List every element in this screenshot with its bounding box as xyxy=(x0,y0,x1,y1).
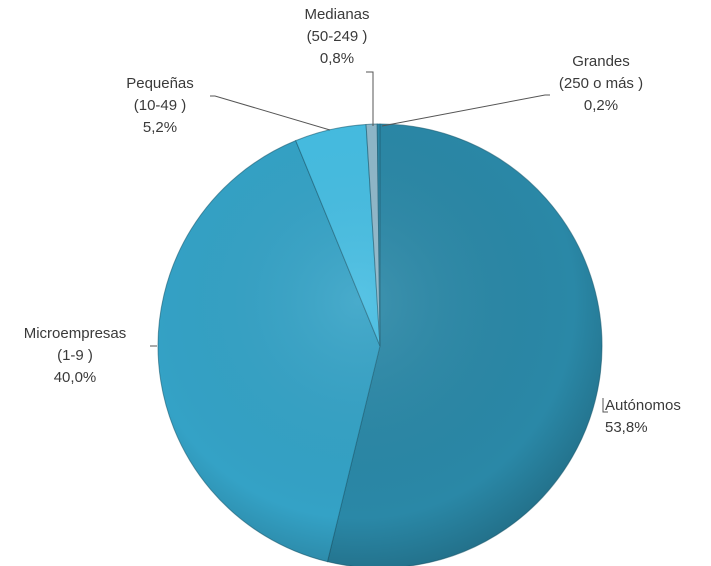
leader-line-medianas xyxy=(366,71,374,126)
slice-label-microempresas: Microempresas (1-9 ) 40,0% xyxy=(24,325,127,386)
slice-label-autonomos: Autónomos 53,8% xyxy=(605,397,681,436)
slice-label-grandes: Grandes (250 o más ) 0,2% xyxy=(559,53,643,114)
slice-labels: Autónomos 53,8% Microempresas (1-9 ) 40,0% Pe… xyxy=(24,6,681,436)
leader-line-autonomos xyxy=(602,398,608,413)
slice-label-pequenas: Pequeñas (10-49 ) 5,2% xyxy=(126,75,194,136)
slice-label-medianas: Medianas (50-249 ) 0,8% xyxy=(304,6,369,67)
leader-line-pequenas xyxy=(210,95,331,131)
pie-slices xyxy=(157,123,603,566)
leader-lines xyxy=(150,71,608,413)
leader-line-grandes xyxy=(381,94,550,127)
